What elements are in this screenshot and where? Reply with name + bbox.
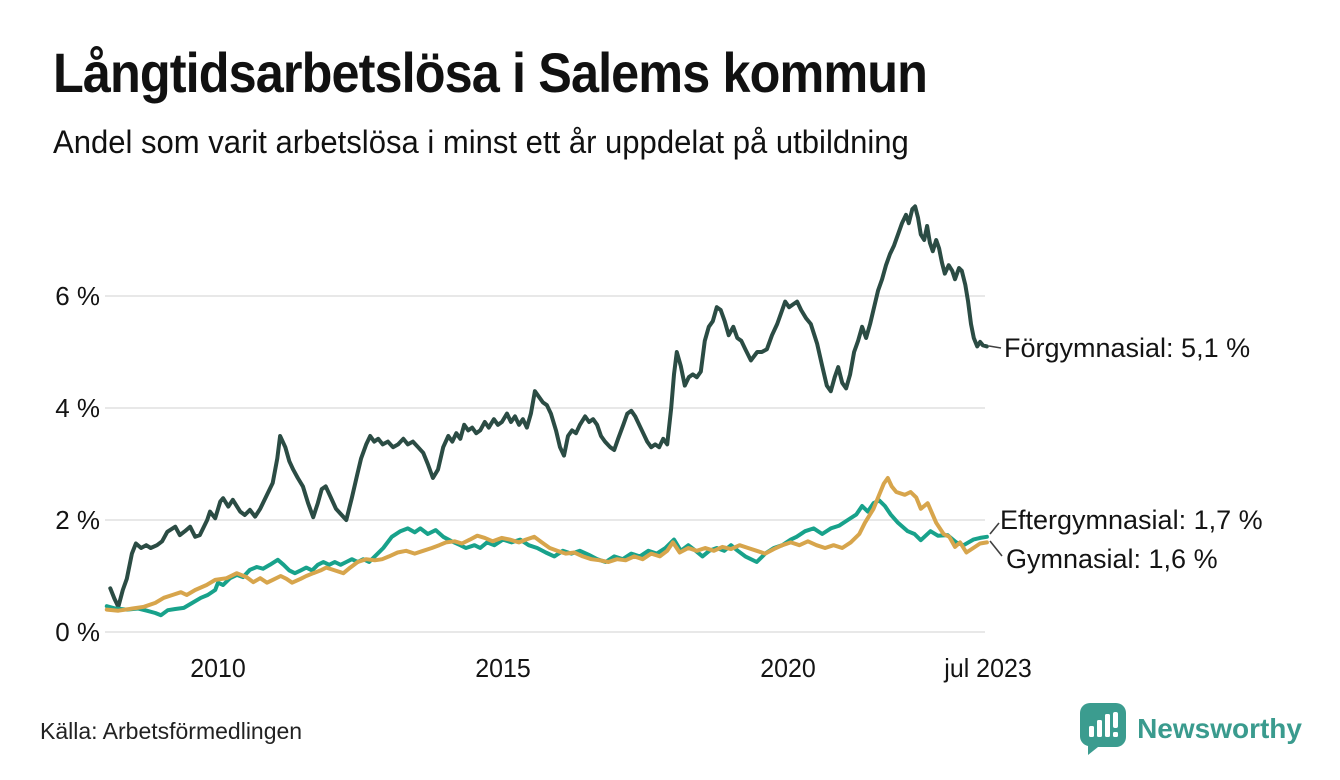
y-axis-tick-label: 0 % [55, 617, 100, 647]
series-label-forgymnasial: Förgymnasial: 5,1 % [1004, 333, 1251, 363]
series-label-gymnasial: Gymnasial: 1,6 % [1006, 544, 1218, 574]
chart-subtitle: Andel som varit arbetslösa i minst ett å… [53, 124, 909, 160]
x-axis-tick-label: jul 2023 [943, 653, 1032, 683]
newsworthy-logo-text: Newsworthy [1137, 713, 1302, 744]
series-label-eftergymnasial: Eftergymnasial: 1,7 % [1000, 505, 1263, 535]
y-axis-tick-label: 4 % [55, 393, 100, 423]
x-axis-tick-label: 2015 [475, 653, 531, 683]
bar-chart-bubble-icon [1080, 703, 1127, 755]
x-axis-tick-label: 2010 [190, 653, 246, 683]
x-axis-tick-label: 2020 [760, 653, 816, 683]
y-axis-tick-label: 2 % [55, 505, 100, 535]
page-title: Långtidsarbetslösa i Salems kommun [53, 41, 928, 104]
y-axis-tick-label: 6 % [55, 281, 100, 311]
source-note: Källa: Arbetsförmedlingen [40, 718, 303, 744]
newsworthy-logo: Newsworthy [1079, 702, 1302, 756]
